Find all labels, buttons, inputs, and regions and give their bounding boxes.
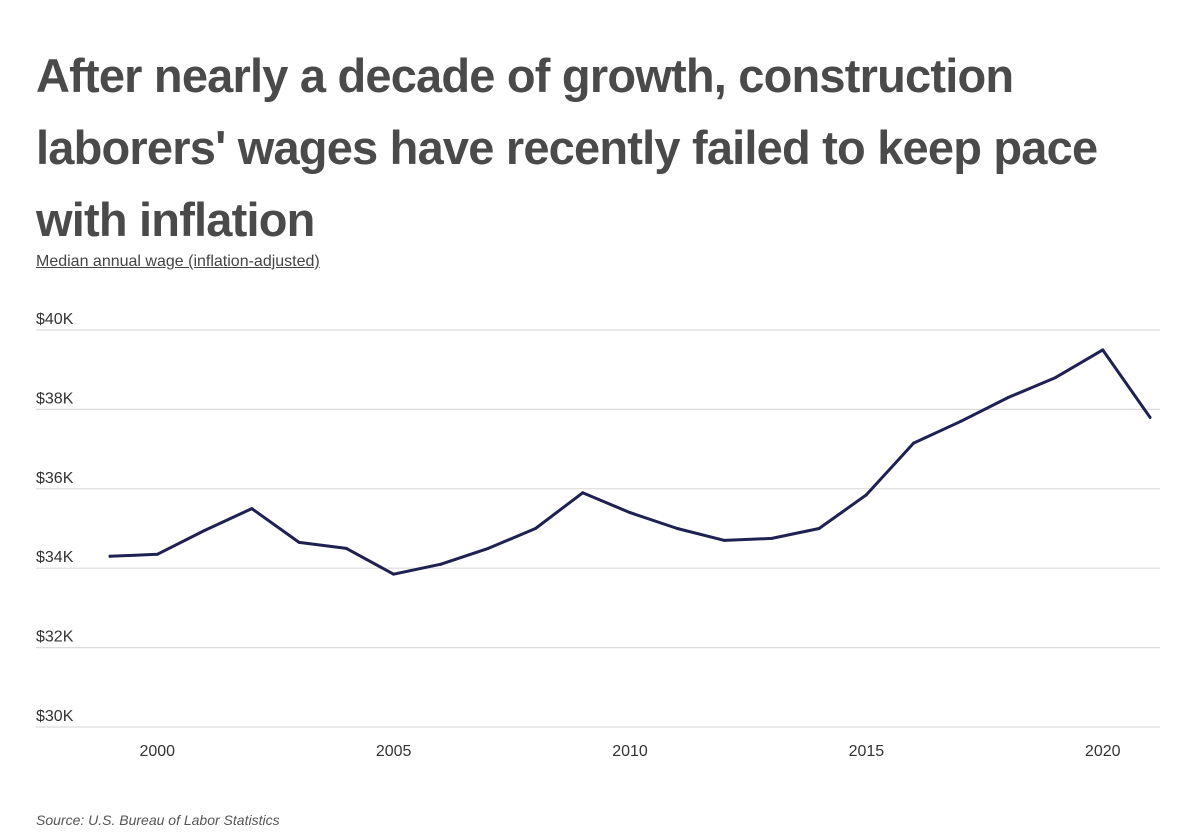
data-point (770, 536, 774, 540)
data-point (439, 562, 443, 566)
data-point (155, 552, 159, 556)
x-tick-label: 2010 (612, 743, 648, 760)
line-chart: $30K $32K $34K $36K $38K $40K 2000 2005 2010 201… (36, 311, 1160, 760)
y-tick-label: $38K (36, 390, 74, 407)
y-tick-label: $32K (36, 629, 74, 646)
data-point (912, 441, 916, 445)
data-point (344, 546, 348, 550)
data-point (250, 507, 254, 511)
source-note: Source: U.S. Bureau of Labor Statistics (36, 812, 280, 828)
series-group (108, 348, 1152, 576)
x-axis-ticks: 2000 2005 2010 2015 2020 (139, 743, 1120, 760)
y-axis-label: Median annual wage (inflation-adjusted) (36, 253, 320, 270)
y-axis-ticks: $30K $32K $34K $36K $38K $40K (36, 311, 74, 725)
data-point (203, 528, 207, 532)
data-point (1006, 395, 1010, 399)
data-point (1148, 415, 1152, 419)
data-point (723, 538, 727, 542)
y-tick-label: $36K (36, 470, 74, 487)
data-point (392, 572, 396, 576)
y-tick-label: $34K (36, 549, 74, 566)
chart-title: After nearly a decade of growth, constru… (36, 49, 1098, 246)
data-point (297, 540, 301, 544)
data-point (1053, 376, 1057, 380)
data-point (1101, 348, 1105, 352)
data-point (486, 546, 490, 550)
data-point (959, 419, 963, 423)
x-tick-label: 2005 (376, 743, 412, 760)
data-point (581, 491, 585, 495)
x-tick-label: 2020 (1085, 743, 1121, 760)
data-point (628, 511, 632, 515)
y-tick-label: $30K (36, 708, 74, 725)
x-tick-label: 2015 (849, 743, 885, 760)
x-tick-label: 2000 (139, 743, 175, 760)
data-point (108, 554, 112, 558)
gridlines (36, 329, 1160, 728)
series-line (108, 348, 1152, 576)
data-point (533, 527, 537, 530)
data-point (675, 527, 679, 530)
data-point (864, 493, 868, 497)
y-tick-label: $40K (36, 311, 74, 328)
data-point (817, 527, 821, 530)
